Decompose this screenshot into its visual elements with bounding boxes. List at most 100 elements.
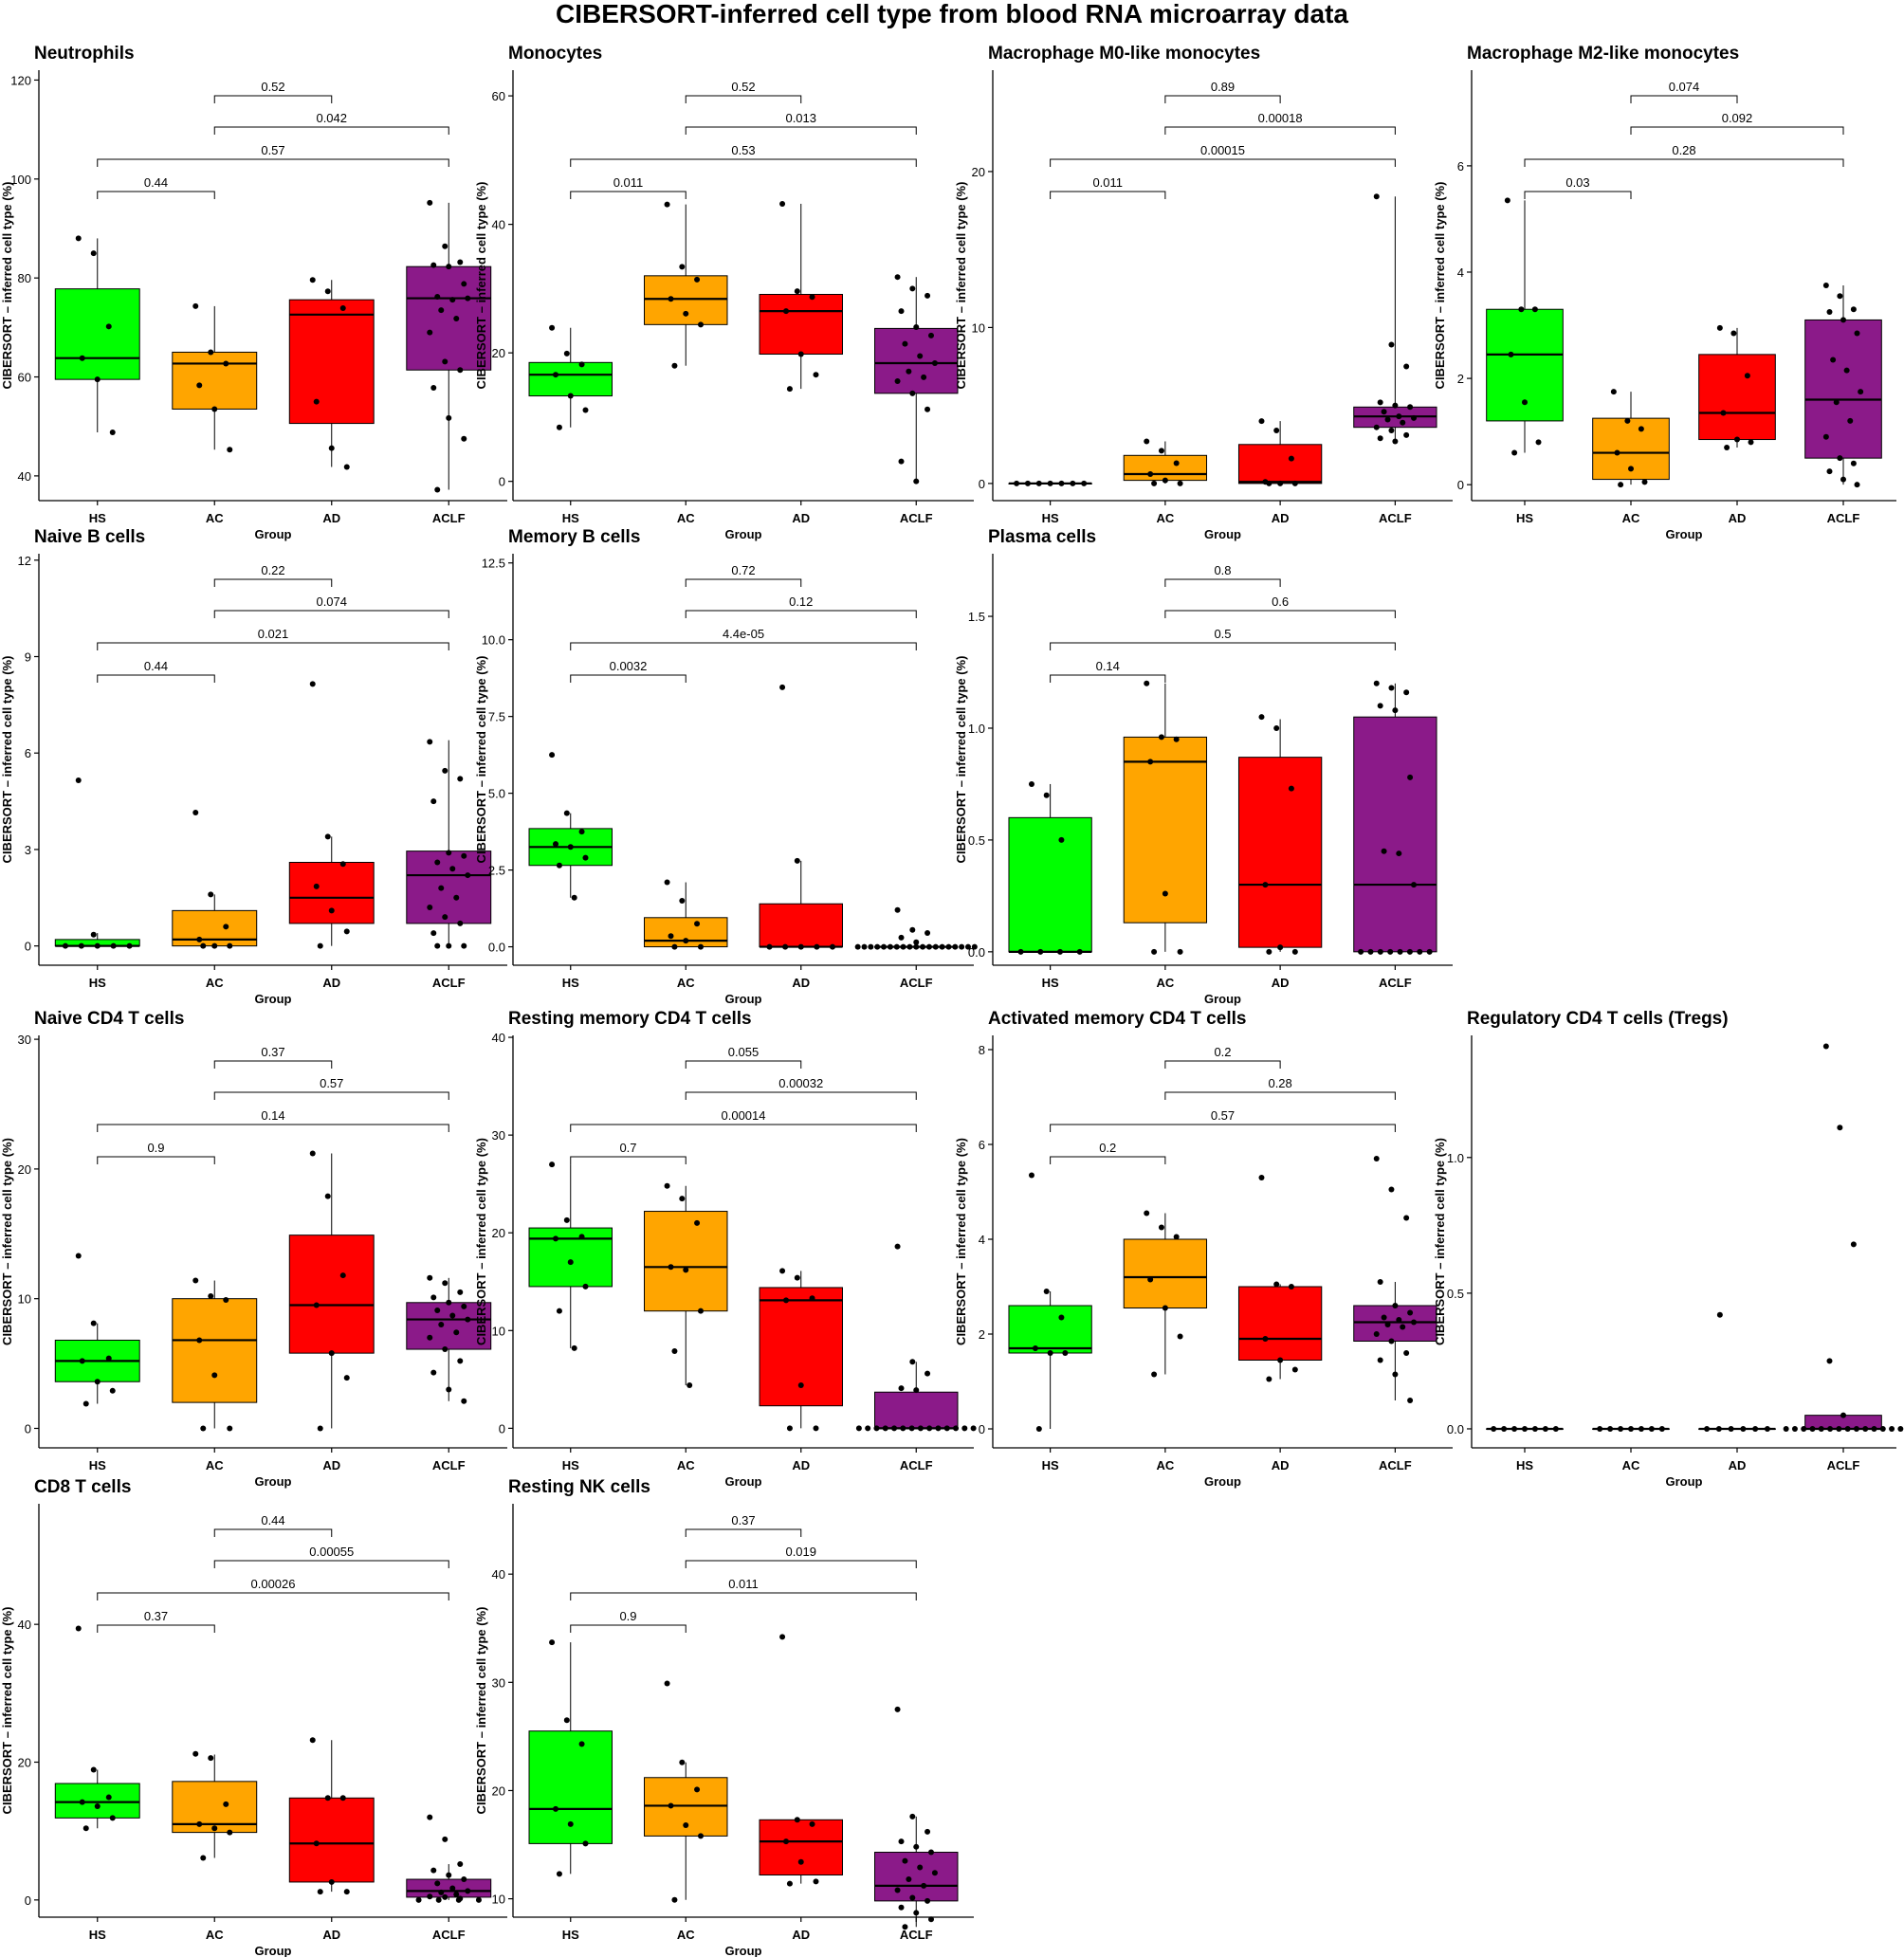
data-point <box>694 276 701 283</box>
data-point <box>339 1272 346 1279</box>
data-point <box>1501 1425 1508 1432</box>
y-tick-label: 20 <box>18 1756 31 1770</box>
y-tick-label: 8 <box>979 1043 985 1057</box>
x-tick-label: AC <box>1156 976 1174 990</box>
data-point <box>571 1344 577 1351</box>
data-point <box>809 1820 815 1827</box>
data-point <box>1177 480 1183 486</box>
data-point <box>446 1299 452 1306</box>
data-point <box>192 1277 199 1284</box>
data-point <box>814 943 820 950</box>
comparison-bracket <box>570 642 917 650</box>
x-tick-label: HS <box>89 1458 106 1472</box>
data-point <box>430 262 437 268</box>
data-point <box>343 1889 350 1895</box>
data-point <box>854 943 861 950</box>
box-ac <box>1123 1238 1208 1308</box>
data-point <box>1258 1175 1265 1180</box>
data-point <box>438 1322 445 1328</box>
data-point <box>1056 948 1063 955</box>
data-point <box>1879 1425 1886 1432</box>
y-tick-label: 30 <box>492 1128 505 1143</box>
data-point <box>1035 480 1042 486</box>
data-point <box>664 201 670 208</box>
data-point <box>1744 373 1750 379</box>
data-point <box>563 1717 570 1724</box>
data-point <box>442 914 449 921</box>
y-tick-label: 30 <box>18 1033 31 1047</box>
p-value-label: 0.00026 <box>251 1577 296 1591</box>
data-point <box>1518 306 1525 313</box>
data-point <box>1822 433 1829 440</box>
box-ac <box>172 909 258 947</box>
data-point <box>902 1857 908 1864</box>
p-value-label: 0.89 <box>1211 80 1235 94</box>
x-axis-label: Group <box>1666 1474 1703 1489</box>
data-point <box>324 1193 331 1199</box>
data-point <box>465 872 471 879</box>
panel-cd8-t-cells: CD8 T cells 0 20 40 CIBERSORT – inferred cel… <box>0 1477 507 1957</box>
p-value-label: 0.5 <box>1214 627 1231 641</box>
data-point <box>1047 1350 1053 1356</box>
data-point <box>1158 448 1164 454</box>
y-axis-label: CIBERSORT – inferred cell type (%) <box>0 1607 14 1815</box>
data-point <box>1607 1425 1614 1432</box>
data-point <box>435 1896 442 1903</box>
panel-title: Resting memory CD4 T cells <box>508 1009 752 1029</box>
box-ad <box>759 293 843 356</box>
data-point <box>909 285 916 292</box>
box-hs <box>528 1227 613 1288</box>
p-value-label: 0.7 <box>619 1141 636 1155</box>
data-point <box>779 684 786 690</box>
data-point <box>455 1896 462 1903</box>
data-point <box>861 943 868 950</box>
data-point <box>925 406 931 412</box>
data-point <box>1854 482 1860 488</box>
data-point <box>328 445 335 451</box>
y-tick-label: 6 <box>1457 159 1464 174</box>
data-point <box>1597 1425 1603 1432</box>
comparison-bracket <box>685 1528 802 1537</box>
x-tick-label: HS <box>562 511 579 525</box>
p-value-label: 0.00032 <box>778 1076 823 1090</box>
y-tick-label: 10 <box>18 1292 31 1307</box>
data-point <box>797 1858 804 1865</box>
y-tick-label: 30 <box>492 1675 505 1690</box>
data-point <box>664 879 670 886</box>
data-point <box>567 1259 574 1266</box>
comparison-bracket <box>1050 1124 1396 1132</box>
data-point <box>1504 197 1510 204</box>
y-tick-label: 0 <box>25 1893 31 1908</box>
p-value-label: 0.9 <box>147 1141 164 1155</box>
data-point <box>427 329 433 336</box>
box-ac <box>172 1298 258 1403</box>
data-point <box>430 1369 437 1376</box>
data-point <box>1407 774 1414 780</box>
data-point <box>794 1817 800 1823</box>
p-value-label: 0.12 <box>789 594 813 609</box>
data-point <box>442 1346 449 1353</box>
data-point <box>211 942 218 949</box>
y-axis-label: CIBERSORT – inferred cell type (%) <box>954 656 968 864</box>
data-point <box>1843 367 1850 374</box>
data-point <box>556 1871 562 1877</box>
data-point <box>79 355 85 361</box>
data-point <box>427 1893 433 1900</box>
data-point <box>1417 948 1423 955</box>
comparison-bracket <box>570 1156 687 1164</box>
p-value-label: 0.37 <box>731 1513 755 1527</box>
data-point <box>894 1243 901 1250</box>
y-tick-label: 40 <box>492 218 505 232</box>
x-tick-label: AC <box>206 1458 224 1472</box>
y-tick-label: 0 <box>1457 478 1464 492</box>
data-point <box>952 943 959 950</box>
data-point <box>779 1634 786 1640</box>
data-point <box>1158 1224 1164 1231</box>
data-point <box>556 1308 562 1314</box>
data-point <box>582 407 589 413</box>
data-point <box>902 340 908 347</box>
p-value-label: 0.074 <box>1669 80 1700 94</box>
data-point <box>1373 680 1380 686</box>
data-point <box>1715 1425 1722 1432</box>
y-axis-label: CIBERSORT – inferred cell type (%) <box>1433 1138 1447 1345</box>
